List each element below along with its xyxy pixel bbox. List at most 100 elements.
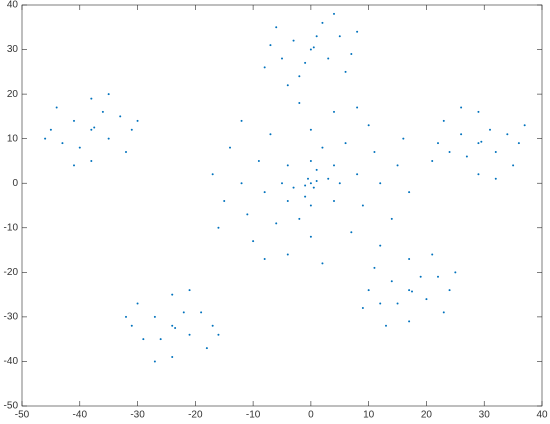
point xyxy=(437,142,439,145)
point xyxy=(171,293,174,296)
point xyxy=(286,200,289,203)
point xyxy=(494,151,497,154)
point xyxy=(217,226,220,229)
point xyxy=(269,133,272,136)
point xyxy=(506,133,509,136)
point xyxy=(188,333,191,336)
x-tick-label: 20 xyxy=(421,410,433,421)
point xyxy=(240,119,243,122)
point xyxy=(257,159,260,162)
x-tick-label: 10 xyxy=(363,410,375,421)
point xyxy=(379,302,382,305)
point xyxy=(292,186,295,189)
point xyxy=(356,106,359,109)
point xyxy=(512,164,515,167)
point xyxy=(350,231,353,234)
y-tick-label: -20 xyxy=(4,267,19,278)
point xyxy=(174,327,177,330)
y-tick-label: 10 xyxy=(7,133,19,144)
point xyxy=(408,257,411,260)
point xyxy=(55,106,58,109)
x-tick-label: -40 xyxy=(73,410,88,421)
point xyxy=(93,126,96,129)
point xyxy=(90,159,93,162)
point xyxy=(390,280,393,283)
point xyxy=(321,146,324,149)
point xyxy=(263,191,266,194)
point xyxy=(333,200,335,203)
point xyxy=(350,53,353,56)
y-tick-label: 0 xyxy=(12,178,18,189)
point xyxy=(246,213,249,216)
point xyxy=(73,119,75,122)
point xyxy=(448,151,451,154)
x-tick-label: 0 xyxy=(308,410,314,421)
point xyxy=(315,35,318,38)
point xyxy=(333,110,335,113)
point xyxy=(379,182,382,185)
y-tick-label: -40 xyxy=(4,356,19,367)
point xyxy=(304,184,307,187)
point xyxy=(298,102,301,105)
point xyxy=(477,142,480,145)
point xyxy=(312,46,315,49)
point xyxy=(431,253,434,256)
point xyxy=(44,137,47,140)
point xyxy=(309,159,312,162)
point xyxy=(385,324,387,327)
point xyxy=(460,106,463,109)
point xyxy=(309,182,312,185)
point xyxy=(286,164,289,167)
point xyxy=(460,133,463,136)
point xyxy=(107,93,110,96)
y-tick-label: 30 xyxy=(7,44,19,55)
point xyxy=(489,128,491,131)
point xyxy=(223,200,226,203)
x-tick-label: 30 xyxy=(479,410,491,421)
point xyxy=(153,360,156,363)
point xyxy=(275,222,278,225)
point xyxy=(309,48,312,51)
point xyxy=(373,266,376,269)
point xyxy=(517,142,520,145)
point xyxy=(437,275,439,278)
point xyxy=(448,289,451,292)
point xyxy=(217,333,220,336)
point xyxy=(411,290,413,293)
point xyxy=(321,262,324,265)
x-tick-label: -10 xyxy=(246,410,261,421)
y-tick-label: -10 xyxy=(4,222,19,233)
point xyxy=(338,182,341,185)
point xyxy=(309,235,312,238)
point xyxy=(442,119,445,122)
point xyxy=(107,137,110,140)
point xyxy=(101,110,104,113)
point xyxy=(361,306,364,309)
point xyxy=(379,244,382,247)
point xyxy=(454,271,457,274)
point xyxy=(327,177,330,180)
point xyxy=(73,164,75,167)
y-tick-label: -50 xyxy=(4,401,19,412)
axes-box xyxy=(21,4,543,407)
point xyxy=(188,289,191,292)
point xyxy=(90,97,93,100)
point xyxy=(136,119,139,122)
point xyxy=(200,311,203,314)
point xyxy=(136,302,139,305)
point xyxy=(327,57,330,60)
x-tick-label: -50 xyxy=(15,410,30,421)
point xyxy=(477,173,480,176)
point xyxy=(344,142,347,145)
point xyxy=(356,173,359,176)
point xyxy=(286,84,289,87)
point xyxy=(119,115,122,118)
point xyxy=(402,137,405,140)
point xyxy=(171,355,174,358)
point xyxy=(263,257,266,260)
point xyxy=(61,142,64,145)
point xyxy=(361,204,364,207)
x-tick-label: -20 xyxy=(188,410,203,421)
point xyxy=(338,35,341,38)
point xyxy=(396,164,399,167)
